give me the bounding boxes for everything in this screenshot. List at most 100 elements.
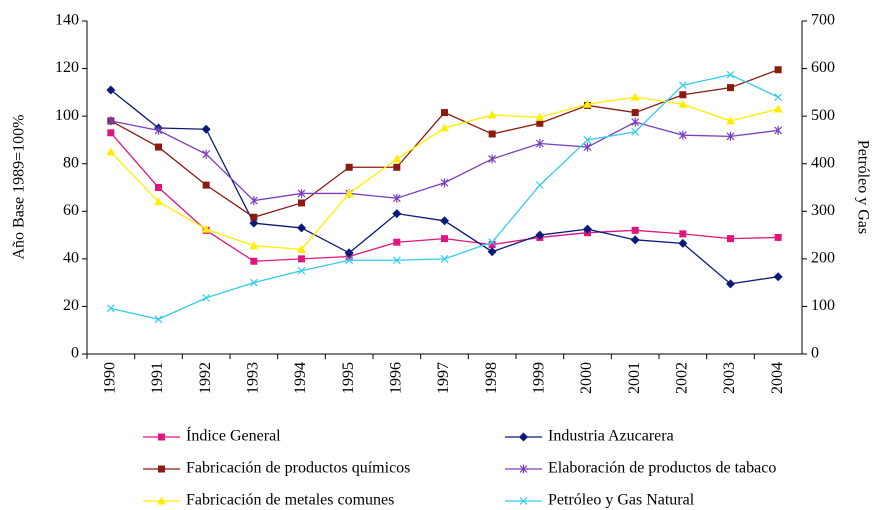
y-tick-label: 140 bbox=[55, 12, 79, 29]
series-marker bbox=[202, 293, 211, 302]
series-line bbox=[110, 96, 779, 251]
y-tick-label: 40 bbox=[63, 250, 79, 267]
series-marker bbox=[392, 154, 402, 163]
series-marker bbox=[201, 124, 211, 134]
series-marker bbox=[631, 127, 640, 136]
y2-tick-label: 100 bbox=[811, 297, 835, 314]
x-tick-label: 1991 bbox=[149, 362, 166, 394]
series-marker bbox=[155, 143, 162, 151]
series-marker bbox=[202, 149, 211, 159]
series-marker bbox=[441, 235, 448, 243]
legend-marker bbox=[157, 496, 166, 505]
legend-marker bbox=[158, 433, 165, 441]
series-marker bbox=[583, 224, 592, 234]
x-tick-label: 2001 bbox=[626, 362, 643, 394]
series-marker bbox=[201, 224, 211, 233]
series-marker bbox=[249, 241, 259, 250]
series-marker bbox=[631, 117, 640, 127]
series-marker bbox=[630, 235, 640, 245]
series-marker bbox=[106, 147, 116, 156]
series-marker bbox=[440, 254, 449, 263]
series-marker bbox=[631, 109, 639, 117]
series-marker bbox=[392, 193, 401, 203]
series-marker bbox=[298, 199, 305, 207]
legend-label: Elaboración de productos de tabaco bbox=[548, 460, 776, 477]
legend-marker bbox=[519, 464, 528, 474]
series-marker bbox=[392, 256, 401, 265]
series-marker bbox=[392, 209, 402, 219]
series-marker bbox=[727, 84, 734, 92]
series-marker bbox=[487, 110, 497, 119]
series-marker bbox=[249, 218, 259, 228]
x-tick-label: 1994 bbox=[292, 362, 309, 394]
series-marker bbox=[345, 256, 354, 265]
series-marker bbox=[441, 109, 448, 117]
x-tick-label: 1997 bbox=[435, 362, 452, 394]
series-marker bbox=[202, 181, 210, 189]
series-marker bbox=[155, 184, 162, 191]
series-marker bbox=[679, 91, 687, 99]
legend-label: Índice General bbox=[186, 426, 281, 445]
series-marker bbox=[630, 92, 640, 101]
x-tick-label: 2004 bbox=[769, 362, 786, 394]
y2-tick-label: 300 bbox=[811, 202, 835, 219]
series-marker bbox=[678, 81, 687, 90]
series-marker bbox=[106, 116, 115, 126]
series-marker bbox=[440, 216, 449, 226]
series-marker bbox=[107, 129, 115, 137]
series-marker bbox=[678, 99, 688, 108]
series-line bbox=[110, 69, 779, 218]
legend-label: Fabricación de metales comunes bbox=[186, 492, 394, 509]
series-marker bbox=[488, 154, 497, 164]
y-tick-label: 120 bbox=[55, 59, 79, 76]
x-tick-label: 2002 bbox=[674, 362, 691, 394]
series-marker bbox=[297, 223, 306, 233]
series-marker bbox=[774, 93, 783, 102]
series-marker bbox=[535, 230, 545, 240]
y2-tick-label: 400 bbox=[811, 154, 835, 171]
x-tick-label: 1996 bbox=[388, 362, 405, 394]
y-tick-label: 80 bbox=[63, 154, 79, 171]
series-marker bbox=[535, 138, 544, 148]
series-marker bbox=[535, 181, 544, 190]
series-marker bbox=[679, 230, 687, 238]
x-tick-label: 1992 bbox=[197, 362, 214, 394]
series-marker bbox=[106, 85, 116, 95]
series-marker bbox=[774, 66, 782, 74]
x-tick-label: 2003 bbox=[721, 362, 738, 394]
x-tick-label: 1995 bbox=[340, 362, 357, 394]
y2-tick-label: 700 bbox=[811, 12, 835, 29]
series-marker bbox=[344, 248, 354, 258]
series-marker bbox=[298, 255, 305, 263]
legend-label: Industria Azucarera bbox=[548, 428, 674, 445]
y-tick-label: 60 bbox=[63, 202, 79, 219]
series-marker bbox=[583, 136, 592, 144]
x-tick-label: 1993 bbox=[245, 362, 262, 394]
series-marker bbox=[440, 178, 449, 188]
series-marker bbox=[154, 197, 163, 206]
series-marker bbox=[536, 119, 544, 127]
series-marker bbox=[250, 213, 258, 221]
x-tick-label: 1990 bbox=[102, 362, 119, 394]
y-tick-label: 20 bbox=[63, 297, 79, 314]
series-marker bbox=[726, 279, 735, 289]
y-tick-label: 0 bbox=[71, 345, 79, 362]
series-marker bbox=[726, 116, 735, 125]
legend-marker bbox=[519, 432, 528, 442]
series-marker bbox=[726, 131, 735, 141]
series-marker bbox=[488, 130, 496, 138]
series-marker bbox=[344, 188, 354, 197]
series-marker bbox=[249, 278, 258, 287]
legend-label: Petróleo y Gas Natural bbox=[548, 492, 695, 509]
series-marker bbox=[297, 188, 306, 198]
series-marker bbox=[583, 99, 592, 108]
series-marker bbox=[774, 125, 783, 135]
series-marker bbox=[583, 142, 592, 152]
series-marker bbox=[106, 304, 115, 313]
series-marker bbox=[488, 241, 496, 249]
y2-tick-label: 200 bbox=[811, 250, 835, 267]
series-marker bbox=[727, 235, 734, 243]
x-tick-label: 1998 bbox=[483, 362, 500, 394]
series-marker bbox=[773, 104, 783, 113]
series-marker bbox=[535, 112, 545, 121]
